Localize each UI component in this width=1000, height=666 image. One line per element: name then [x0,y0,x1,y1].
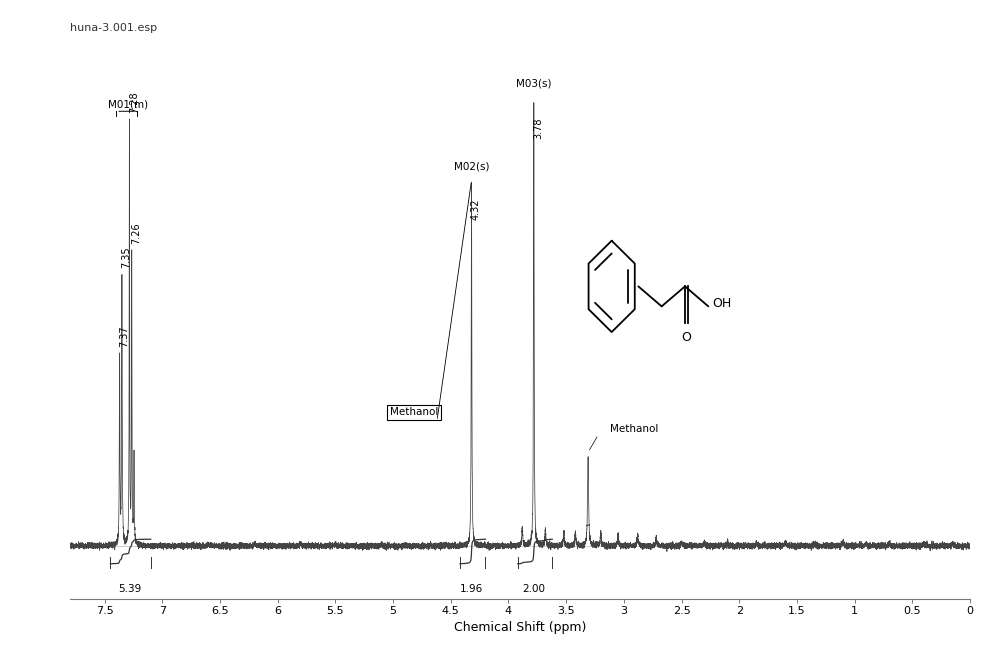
Text: 7.37: 7.37 [119,325,129,346]
X-axis label: Chemical Shift (ppm): Chemical Shift (ppm) [454,621,586,633]
Text: 7.35: 7.35 [121,246,131,268]
Text: Methanol: Methanol [610,424,658,434]
Text: 4.32: 4.32 [471,198,481,220]
Text: Methanol: Methanol [390,407,438,417]
Text: 3.78: 3.78 [533,118,543,139]
Text: 1.96: 1.96 [460,584,483,594]
Text: OH: OH [712,297,732,310]
Text: 7.26: 7.26 [131,222,141,244]
Text: M02(s): M02(s) [454,161,489,171]
Text: 7.28: 7.28 [129,91,139,113]
Text: 5.39: 5.39 [118,584,142,594]
Text: 2.00: 2.00 [522,584,545,594]
Text: O: O [681,330,691,344]
Text: huna-3.001.esp: huna-3.001.esp [70,23,157,33]
Text: M01(m): M01(m) [108,99,148,109]
Text: M03(s): M03(s) [516,79,552,89]
